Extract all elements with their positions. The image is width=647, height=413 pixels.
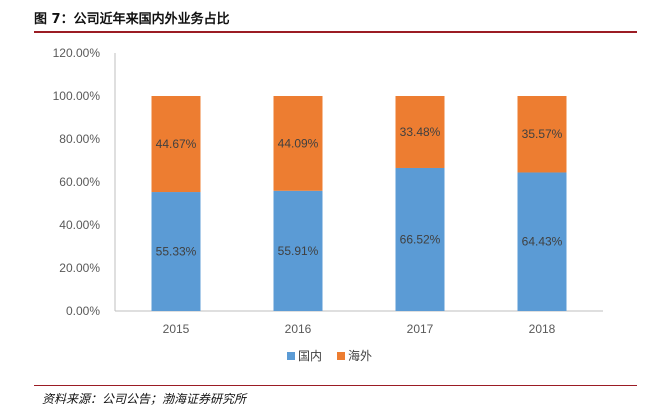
title-rule [34,31,637,33]
data-label: 55.33% [156,245,197,259]
bar-domestic-2016 [273,190,323,311]
data-label: 44.67% [156,137,197,151]
data-label: 35.57% [522,127,563,141]
y-tick-label: 0.00% [66,304,100,318]
bar-overseas-2015 [151,96,201,193]
data-label: 33.48% [400,125,441,139]
legend-swatch-overseas [337,352,345,360]
source-rule [34,385,637,386]
legend-label-overseas: 海外 [348,348,372,363]
bar-overseas-2018 [517,96,567,173]
x-tick-label: 2016 [285,322,312,336]
data-label: 55.91% [278,244,319,258]
data-label: 44.09% [278,136,319,150]
y-tick-label: 120.00% [53,46,101,60]
x-tick-label: 2015 [163,322,190,336]
source-note: 资料来源：公司公告；渤海证券研究所 [42,392,247,406]
y-tick-label: 20.00% [59,261,100,275]
bar-domestic-2018 [517,172,567,311]
legend-label-domestic: 国内 [298,349,322,363]
y-tick-label: 100.00% [53,89,101,103]
bar-overseas-2017 [395,96,445,168]
data-label: 66.52% [400,232,441,246]
y-tick-label: 40.00% [59,218,100,232]
x-tick-label: 2018 [529,322,556,336]
data-label: 64.43% [522,235,563,249]
y-tick-label: 60.00% [59,175,100,189]
x-tick-label: 2017 [407,322,434,336]
figure-title: 图 7：公司近年来国内外业务占比 [34,12,230,27]
bar-domestic-2015 [151,192,201,311]
bar-domestic-2017 [395,167,445,311]
bar-overseas-2016 [273,96,323,191]
y-tick-label: 80.00% [59,132,100,146]
legend-swatch-domestic [287,352,295,360]
